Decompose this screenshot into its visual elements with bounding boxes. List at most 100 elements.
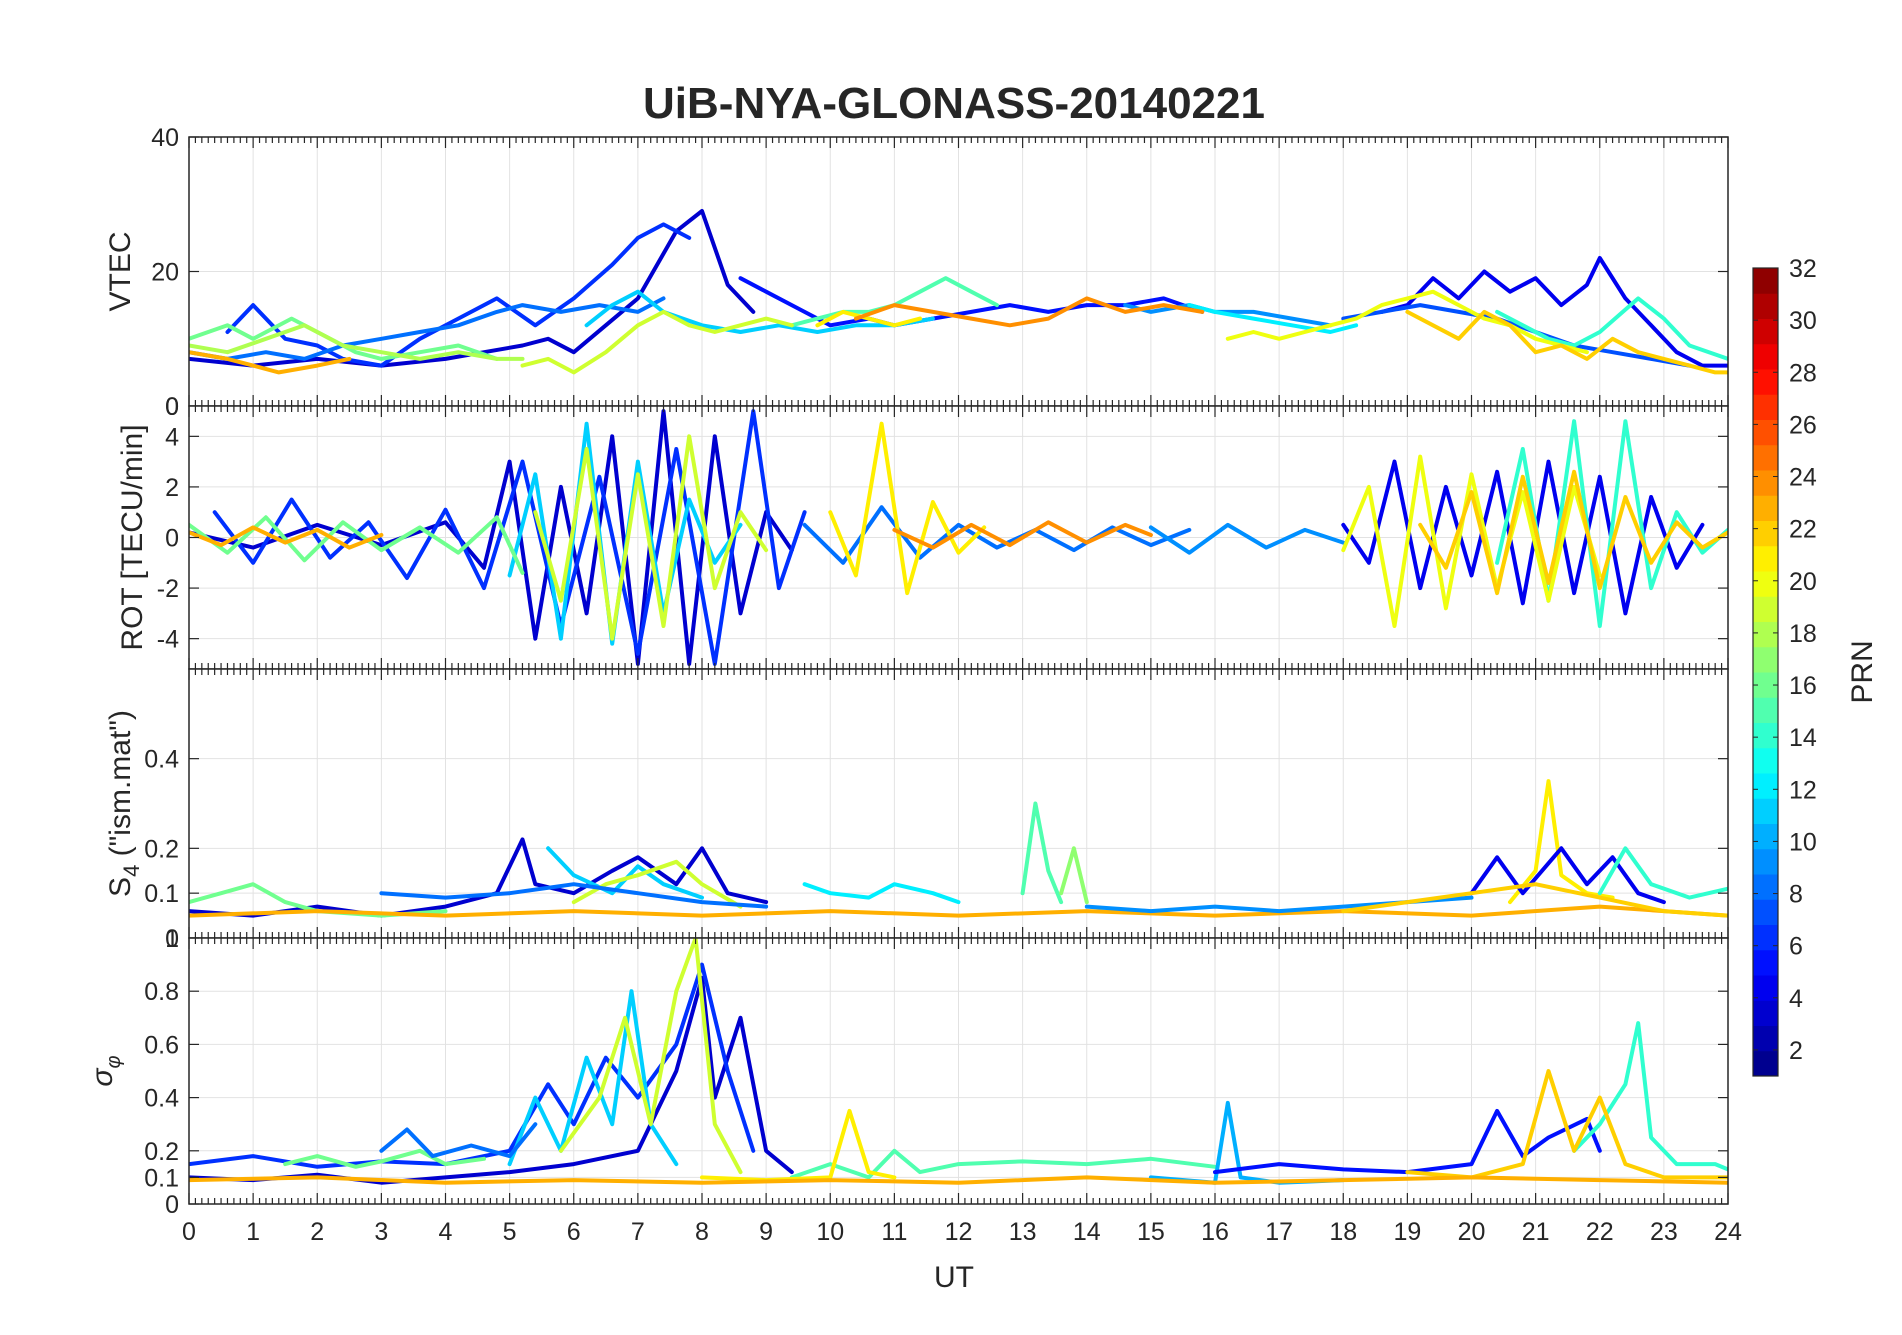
x-axis: 0 1 2 3 4 5 6 7 8 9 10 11 12 13 14 15 16 17 18 19 20 21 22 23 24 xyxy=(182,1218,1742,1246)
series-prn-8 xyxy=(189,296,666,361)
series-prn-16 xyxy=(189,515,525,575)
traces-vtec xyxy=(189,209,1728,375)
colorbar-segment xyxy=(1753,646,1778,673)
colorbar-frame xyxy=(1752,267,1779,1077)
series-prn-14 xyxy=(1495,296,1728,361)
x-tick-label: 1 xyxy=(246,1218,260,1246)
colorbar-segment xyxy=(1753,520,1778,547)
colorbar-tick-label: 22 xyxy=(1789,516,1817,544)
colorbar-tick-label: 14 xyxy=(1789,724,1817,752)
x-tick-label: 5 xyxy=(503,1218,517,1246)
series-prn-23 xyxy=(189,350,352,375)
colorbar-segment xyxy=(1753,545,1778,572)
x-tick-label: 23 xyxy=(1650,1218,1678,1246)
y-tick-label: 0 xyxy=(165,1191,179,1219)
colorbar-tick-label: 20 xyxy=(1789,568,1817,596)
x-ticks-vtec xyxy=(188,137,1729,406)
colorbar-tick-label: 8 xyxy=(1789,881,1803,909)
x-tick-label: 18 xyxy=(1329,1218,1357,1246)
y-axis-label-sigma_phi: σφ xyxy=(86,1055,125,1086)
series-prn-4 xyxy=(1379,256,1728,368)
x-tick-label: 20 xyxy=(1458,1218,1486,1246)
colorbar-tick-label: 30 xyxy=(1789,307,1817,335)
colorbar-segment xyxy=(1753,343,1778,370)
series-prn-6 xyxy=(225,222,692,368)
x-tick-label: 10 xyxy=(816,1218,844,1246)
y-tick-label: 0.4 xyxy=(144,1085,179,1113)
colorbar-tick-label: 10 xyxy=(1789,828,1817,856)
x-tick-label: 13 xyxy=(1009,1218,1037,1246)
x-tick-label: 8 xyxy=(695,1218,709,1246)
x-tick-label: 21 xyxy=(1522,1218,1550,1246)
series-prn-18 xyxy=(189,323,525,361)
series-prn-8 xyxy=(802,505,1192,565)
y-tick-label: 0.8 xyxy=(144,978,179,1006)
series-prn-12 xyxy=(1187,303,1359,334)
series-prn-22 xyxy=(1405,1069,1728,1180)
y-axis-s4: 0.1 0.2 0.4 0 xyxy=(144,746,1728,953)
series-prn-7 xyxy=(1341,303,1692,368)
series-prn-23 xyxy=(189,525,384,550)
colorbar-segment xyxy=(1753,823,1778,850)
y-axis-label-rot: ROT [TECU/min] xyxy=(116,424,149,650)
x-ticks-rot xyxy=(188,406,1729,669)
traces-rot xyxy=(189,409,1728,666)
series-prn-3 xyxy=(189,837,769,918)
colorbar-segment xyxy=(1753,798,1778,824)
series-prn-21 xyxy=(815,309,922,328)
x-tick-label: 3 xyxy=(374,1218,388,1246)
colorbar-segment xyxy=(1753,697,1778,723)
y-tick-label: 0 xyxy=(165,525,179,553)
colorbar-segment xyxy=(1753,773,1778,799)
colorbar-tick-label: 28 xyxy=(1789,359,1817,387)
colorbar-tick-label: 2 xyxy=(1789,1037,1803,1065)
colorbar-tick-label: 16 xyxy=(1789,672,1817,700)
x-tick-label: 14 xyxy=(1073,1218,1101,1246)
series-prn-22 xyxy=(1341,882,1728,918)
colorbar-segment xyxy=(1753,949,1778,976)
series-prn-20 xyxy=(1225,289,1589,355)
series-prn-11 xyxy=(584,289,935,334)
series-prn-24 xyxy=(853,296,1205,328)
colorbar-tick-label: 6 xyxy=(1789,933,1803,961)
traces-sigma_phi xyxy=(189,938,1728,1185)
chart-title: UiB-NYA-GLONASS-20140221 xyxy=(643,79,1265,128)
colorbar-segment xyxy=(1753,899,1778,925)
colorbar-segment xyxy=(1753,1025,1778,1052)
colorbar-segment xyxy=(1753,394,1778,420)
colorbar-segment xyxy=(1753,571,1778,597)
series-prn-4 xyxy=(1469,846,1666,905)
y-tick-label: 0.2 xyxy=(144,835,179,863)
series-prn-22 xyxy=(1418,469,1728,596)
x-ticks-s4 xyxy=(188,669,1729,938)
colorbar-tick-label: 12 xyxy=(1789,776,1817,804)
y-tick-label: -4 xyxy=(157,626,179,654)
y-axis-label-s4: S4 ("ism.mat") xyxy=(104,710,144,897)
colorbar-segment xyxy=(1753,722,1778,749)
series-prn-15 xyxy=(789,1148,1217,1180)
x-tick-label: 19 xyxy=(1393,1218,1421,1246)
x-tick-label: 17 xyxy=(1265,1218,1293,1246)
grid-rot xyxy=(188,406,1729,669)
y-tick-label: 4 xyxy=(165,423,179,451)
x-tick-label: 0 xyxy=(182,1218,196,1246)
series-prn-21 xyxy=(828,421,987,596)
y-tick-label: 0.2 xyxy=(144,1138,179,1166)
series-prn-24 xyxy=(892,520,1153,550)
x-tick-label: 24 xyxy=(1714,1218,1742,1246)
series-prn-12 xyxy=(802,882,961,905)
colorbar-segment xyxy=(1753,975,1778,1001)
y-tick-label: 0 xyxy=(165,925,179,953)
traces-s4 xyxy=(189,779,1728,918)
y-tick-label: 0 xyxy=(165,393,179,421)
colorbar-segment xyxy=(1753,444,1778,471)
x-tick-label: 22 xyxy=(1586,1218,1614,1246)
colorbar-segment xyxy=(1753,470,1778,496)
colorbar-tick-label: 4 xyxy=(1789,985,1803,1013)
series-prn-19 xyxy=(533,434,769,641)
series-prn-17 xyxy=(1059,846,1089,905)
series-prn-23 xyxy=(189,904,1728,918)
